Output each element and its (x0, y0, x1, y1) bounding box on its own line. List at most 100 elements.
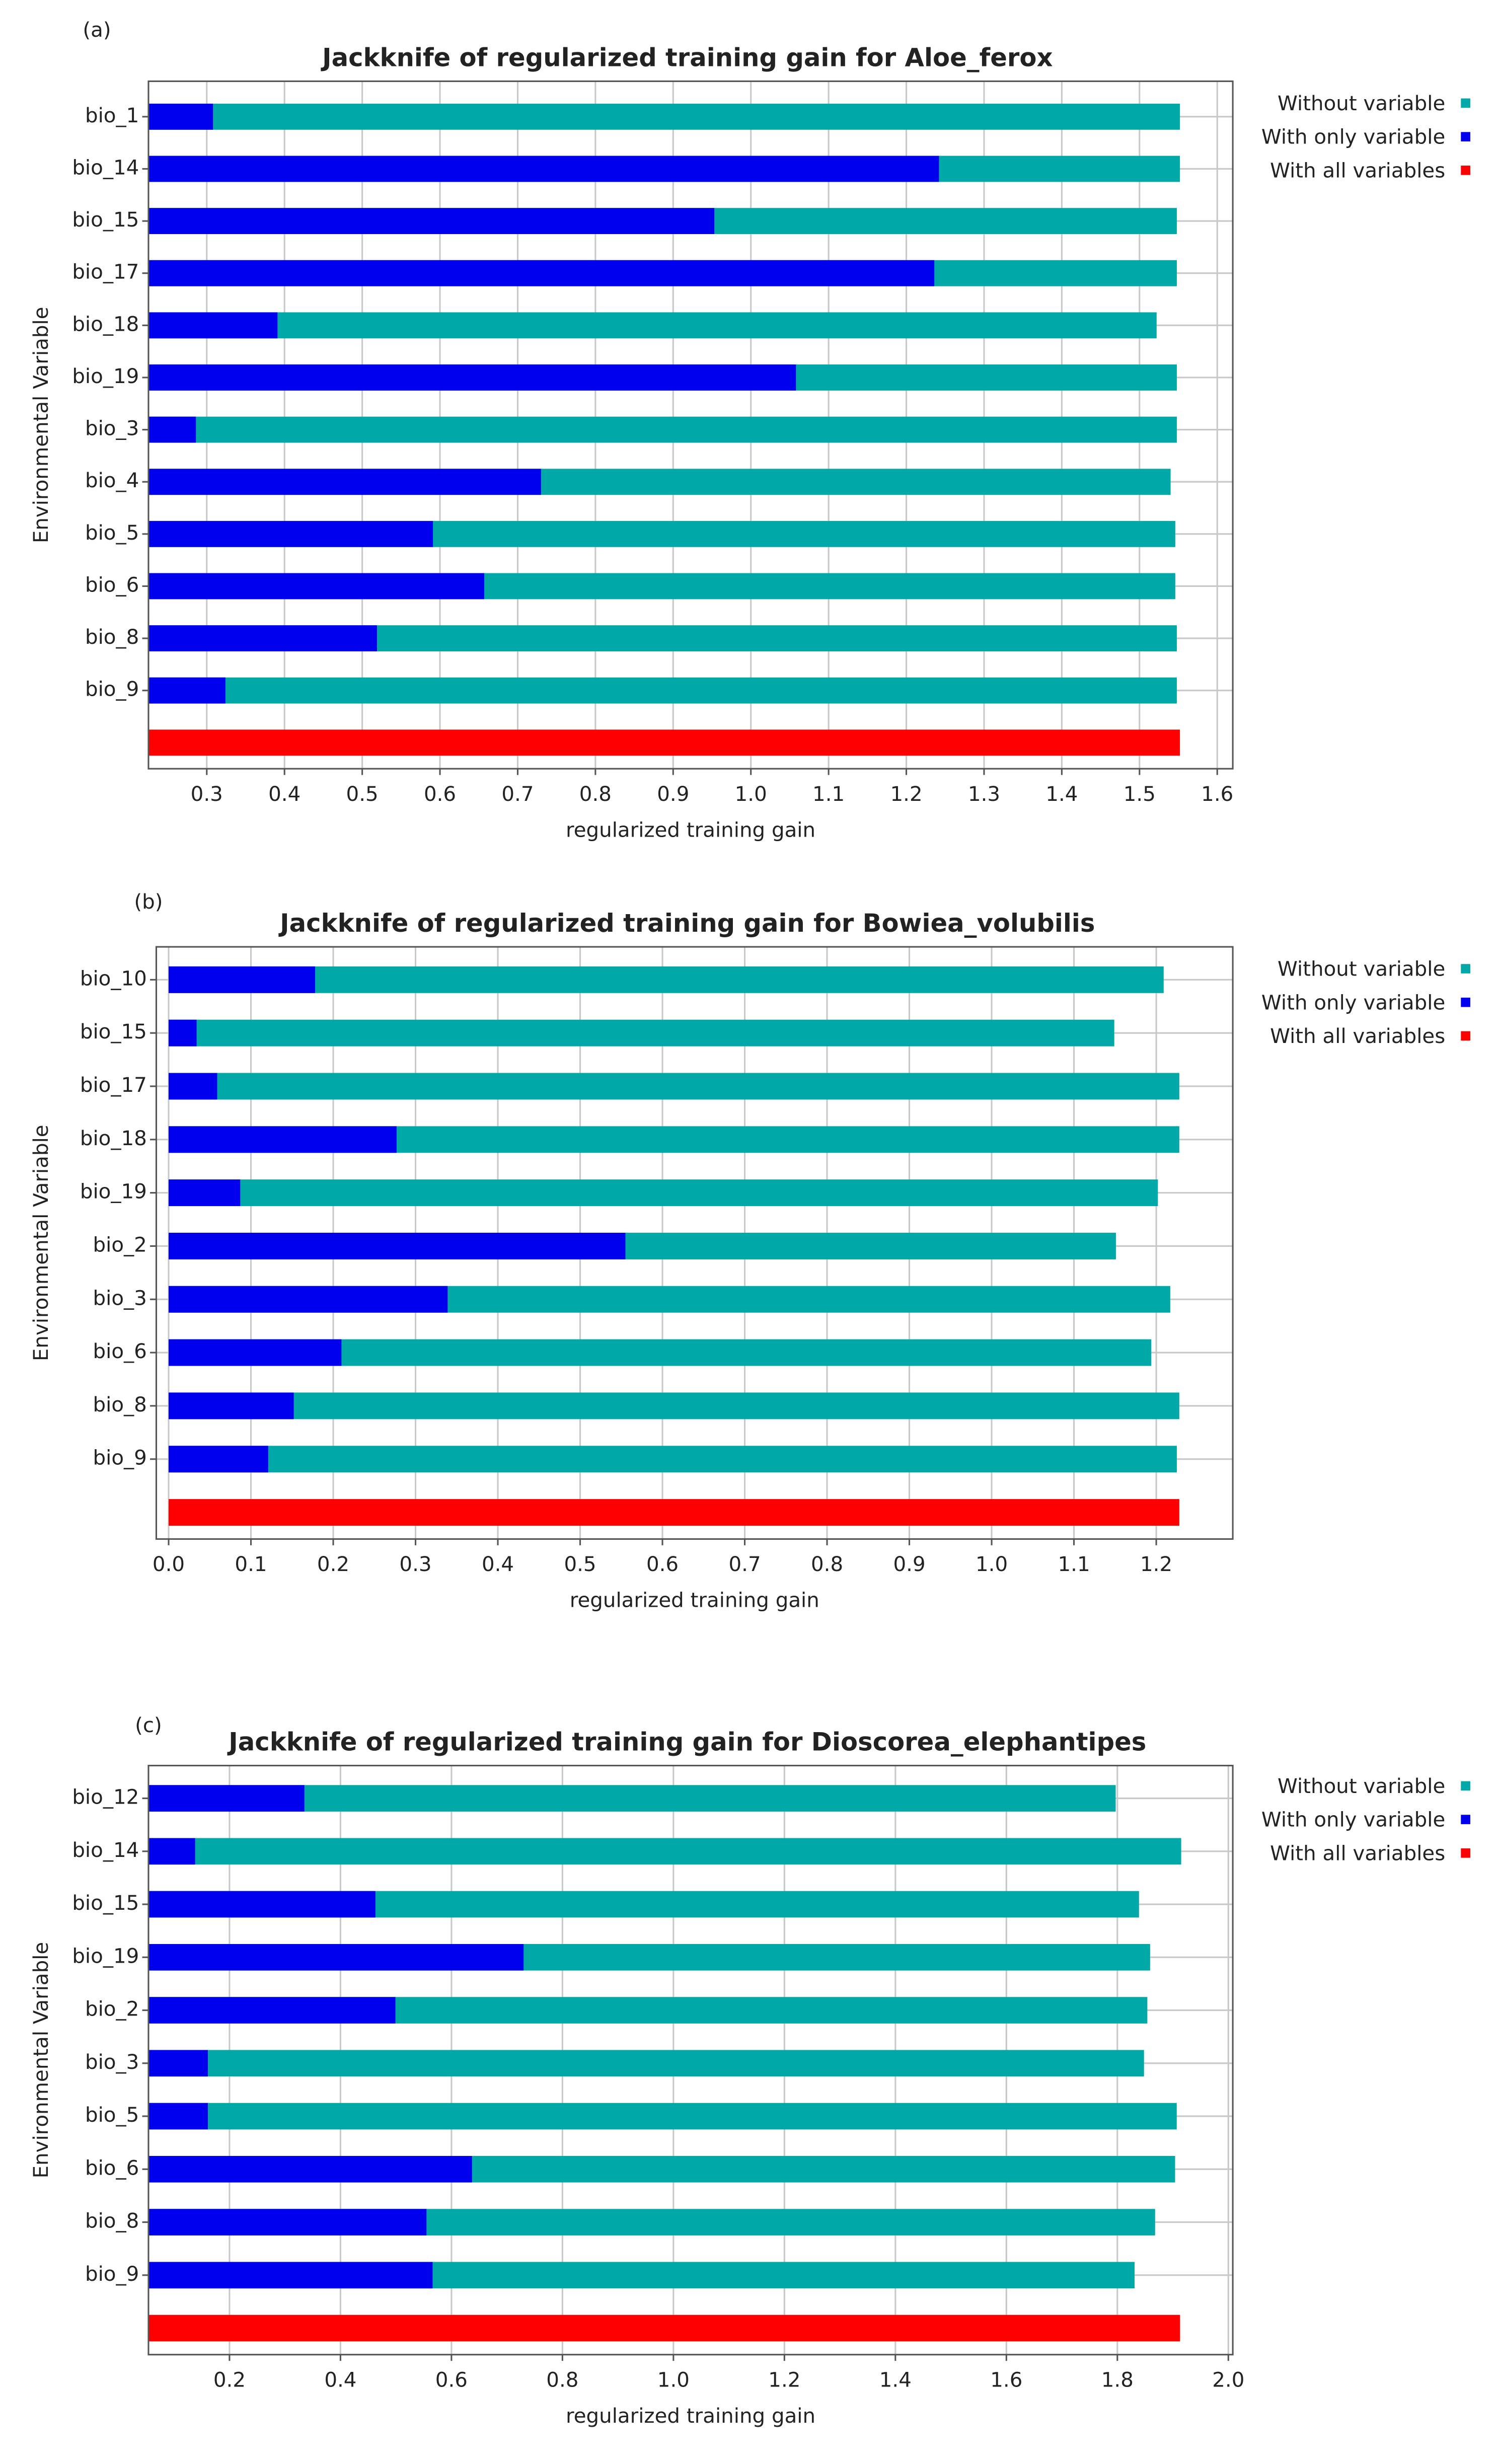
x-tick-label: 1.0 (735, 782, 767, 806)
x-tick-label: 0.0 (153, 1552, 185, 1576)
chart-title: Jackknife of regularized training gain f… (321, 43, 1053, 72)
x-tick-label: 0.4 (482, 1552, 514, 1576)
bar (148, 573, 485, 600)
bar (169, 1392, 1179, 1420)
bar (148, 1997, 396, 2024)
bar (169, 1446, 268, 1473)
legend-swatch (1461, 132, 1470, 141)
x-tick-label: 0.1 (235, 1552, 267, 1576)
y-tick-label: bio_3 (85, 2050, 139, 2074)
bar (169, 1339, 342, 1366)
chart-title: Jackknife of regularized training gain f… (227, 1728, 1146, 1757)
legend-label: With all variables (1270, 159, 1445, 182)
y-tick-label: bio_6 (85, 2156, 139, 2180)
y-tick-label: bio_17 (80, 1073, 147, 1097)
x-tick-label: 1.0 (657, 2368, 690, 2392)
legend-label: Without variable (1278, 957, 1445, 981)
bar (148, 1944, 524, 1971)
y-tick-label: bio_19 (72, 364, 139, 388)
bar (169, 1179, 241, 1207)
bar (148, 625, 377, 652)
bar (148, 364, 796, 391)
y-tick-label: bio_19 (80, 1180, 147, 1204)
plot-frame (155, 946, 1234, 1540)
bar (169, 1499, 1179, 1526)
bar (169, 1073, 1179, 1100)
bar (148, 2156, 472, 2183)
y-tick-label: bio_12 (72, 1785, 139, 1809)
bar (148, 677, 1177, 704)
plot-frame (147, 1764, 1234, 2356)
x-tick-label: 1.4 (879, 2368, 912, 2392)
bar (148, 469, 541, 495)
x-tick-label: 0.4 (268, 782, 301, 806)
y-tick-label: bio_9 (85, 678, 139, 701)
x-tick-label: 0.4 (324, 2368, 356, 2392)
legend-swatch (1461, 1848, 1470, 1858)
x-tick-label: 1.6 (990, 2368, 1022, 2392)
panel-label: (c) (135, 1713, 162, 1737)
bar (148, 520, 433, 547)
y-tick-label: bio_14 (72, 1838, 139, 1862)
x-tick-label: 1.4 (1045, 782, 1078, 806)
bar (169, 966, 1164, 993)
chart-title: Jackknife of regularized training gain f… (278, 909, 1095, 938)
y-tick-label: bio_18 (80, 1127, 147, 1150)
legend-swatch (1461, 1815, 1470, 1824)
x-tick-label: 1.8 (1101, 2368, 1134, 2392)
x-tick-label: 0.5 (346, 782, 379, 806)
x-tick-label: 1.1 (1058, 1552, 1090, 1576)
x-tick-label: 0.8 (811, 1552, 843, 1576)
x-tick-label: 1.2 (1140, 1552, 1172, 1576)
bar (169, 1073, 217, 1100)
bar (148, 208, 715, 235)
legend-label: With all variables (1270, 1841, 1445, 1865)
y-tick-label: bio_19 (72, 1944, 139, 1968)
bar (148, 1891, 376, 1918)
x-tick-label: 0.3 (191, 782, 223, 806)
y-tick-label: bio_3 (85, 417, 139, 440)
x-tick-label: 0.5 (564, 1552, 596, 1576)
y-tick-label: bio_9 (93, 1446, 147, 1470)
legend-label: With only variable (1261, 1808, 1445, 1832)
x-tick-label: 0.7 (728, 1552, 761, 1576)
bar (169, 1232, 626, 1259)
legend-swatch (1461, 997, 1470, 1007)
x-tick-label: 0.8 (546, 2368, 578, 2392)
x-tick-label: 1.6 (1201, 782, 1233, 806)
bar (169, 1446, 1177, 1473)
bar (148, 2050, 208, 2077)
legend-label: Without variable (1278, 92, 1445, 115)
bar (148, 677, 226, 704)
y-axis-label: Environmental Variable (29, 1942, 53, 2179)
bar (169, 966, 316, 993)
x-tick-label: 0.2 (317, 1552, 349, 1576)
x-tick-label: 0.7 (501, 782, 534, 806)
bar (148, 2314, 1180, 2342)
bar (148, 312, 278, 339)
y-tick-label: bio_18 (72, 312, 139, 336)
y-tick-label: bio_4 (85, 469, 139, 492)
x-tick-label: 1.5 (1123, 782, 1156, 806)
x-tick-label: 0.3 (399, 1552, 431, 1576)
bar (148, 2103, 208, 2130)
legend-label: Without variable (1278, 1774, 1445, 1798)
bar (148, 260, 935, 286)
bar (169, 1286, 448, 1313)
bar (148, 103, 1180, 130)
y-tick-label: bio_6 (85, 573, 139, 596)
bar (148, 1785, 1116, 1812)
y-tick-label: bio_8 (85, 625, 139, 649)
bar (169, 1019, 1114, 1047)
bar (169, 1126, 397, 1153)
x-axis-label: regularized training gain (566, 2404, 815, 2428)
y-tick-label: bio_5 (85, 521, 139, 545)
y-tick-label: bio_2 (85, 1997, 139, 2021)
legend-swatch (1461, 98, 1470, 108)
x-tick-label: 0.6 (646, 1552, 679, 1576)
x-tick-label: 0.2 (213, 2368, 246, 2392)
bar (148, 2209, 427, 2235)
y-tick-label: bio_15 (72, 208, 139, 232)
x-tick-label: 0.6 (424, 782, 456, 806)
bar (148, 416, 196, 443)
